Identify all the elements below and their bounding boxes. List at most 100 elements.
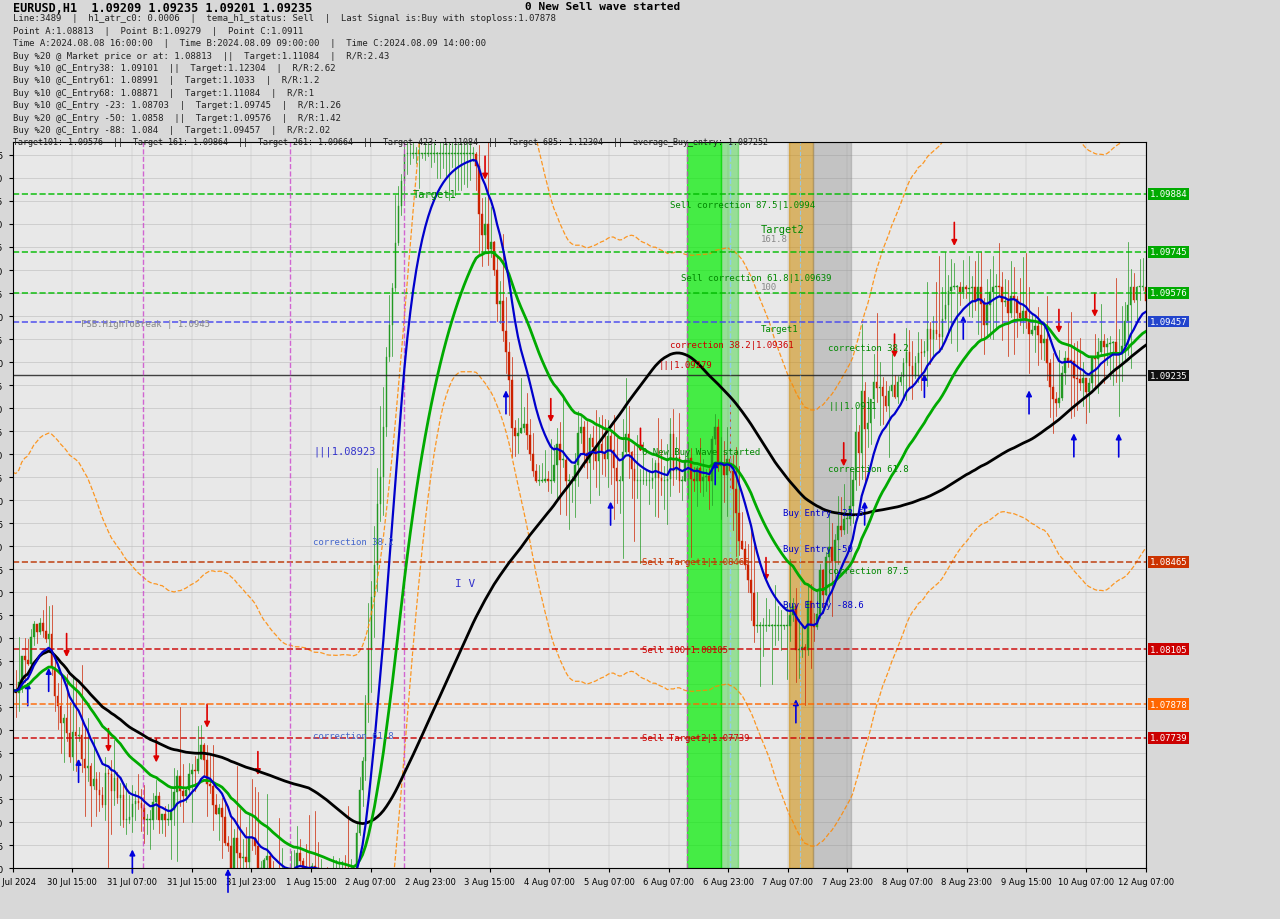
Bar (920, 353, 923, 354)
Bar (152, 802, 154, 820)
Bar (788, 615, 791, 627)
Bar (879, 388, 881, 389)
Bar (461, 153, 462, 154)
Bar (72, 732, 73, 757)
Bar (1133, 288, 1134, 301)
Bar (1097, 353, 1098, 359)
Bar (598, 445, 599, 461)
Text: Buy %10 @C_Entry38: 1.09101  ||  Target:1.12304  |  R/R:2.62: Buy %10 @C_Entry38: 1.09101 || Target:1.… (13, 64, 335, 73)
Bar (669, 435, 671, 480)
Bar (571, 481, 572, 482)
Bar (1100, 341, 1102, 353)
Bar (110, 774, 113, 791)
Bar (356, 834, 357, 880)
Bar (434, 153, 435, 154)
Text: 1.09745: 1.09745 (1149, 248, 1188, 257)
Text: 1.07878: 1.07878 (1149, 700, 1188, 709)
Text: Sell correction 61.8|1.09639: Sell correction 61.8|1.09639 (681, 274, 832, 283)
Bar (1025, 312, 1027, 322)
Bar (90, 766, 91, 786)
Bar (965, 288, 968, 289)
Bar (161, 814, 163, 820)
Bar (323, 873, 324, 879)
Bar (573, 466, 576, 482)
Bar (508, 352, 509, 380)
Bar (197, 759, 198, 771)
Bar (155, 797, 157, 802)
Bar (269, 856, 270, 873)
Bar (699, 468, 701, 482)
Bar (1068, 358, 1069, 361)
Bar (774, 626, 776, 627)
Text: 1.08465: 1.08465 (1149, 558, 1188, 567)
Bar (1130, 288, 1132, 306)
Bar (278, 877, 279, 880)
Bar (362, 761, 364, 790)
Bar (128, 817, 131, 820)
Bar (421, 153, 424, 154)
Bar (777, 626, 778, 627)
Bar (1126, 306, 1129, 322)
Text: Buy %20 @C_Entry -50: 1.0858  ||  Target:1.09576  |  R/R:1.42: Buy %20 @C_Entry -50: 1.0858 || Target:1… (13, 113, 340, 122)
Bar (347, 876, 348, 880)
Bar (338, 879, 339, 880)
Text: Target101: 1.09576  ||  Target 161: 1.09864  ||  Target 261: 1.09664  ||  Target: Target101: 1.09576 || Target 161: 1.0986… (13, 138, 768, 147)
Bar (159, 797, 160, 820)
Bar (255, 838, 256, 846)
Bar (20, 656, 23, 682)
Bar (385, 357, 388, 427)
Bar (170, 810, 172, 820)
Bar (425, 153, 426, 154)
Bar (481, 215, 483, 236)
Bar (407, 153, 408, 154)
Bar (273, 873, 274, 880)
Bar (284, 879, 285, 880)
Bar (911, 367, 914, 376)
Text: 0 New Buy Wave started: 0 New Buy Wave started (641, 448, 760, 457)
Text: 1.09884: 1.09884 (1149, 190, 1188, 199)
Bar (989, 292, 991, 306)
Bar (376, 505, 379, 565)
Bar (831, 548, 832, 562)
Bar (547, 480, 549, 482)
Bar (652, 479, 653, 482)
Bar (179, 777, 180, 790)
Bar (815, 615, 818, 628)
Bar (430, 153, 433, 154)
Bar (358, 790, 361, 834)
Bar (861, 391, 863, 453)
Bar (645, 481, 648, 482)
Bar (703, 477, 704, 482)
Bar (992, 288, 995, 292)
Bar (870, 400, 872, 424)
Bar (658, 464, 659, 479)
Bar (864, 391, 865, 429)
Bar (308, 871, 310, 872)
Bar (38, 623, 41, 632)
Bar (618, 481, 621, 482)
Bar (493, 244, 495, 270)
Bar (627, 435, 630, 452)
Bar (891, 386, 892, 391)
Bar (466, 153, 468, 154)
Bar (457, 153, 460, 154)
Bar (137, 801, 140, 803)
Bar (443, 153, 444, 154)
Bar (936, 331, 937, 335)
Bar (1023, 312, 1024, 319)
Bar (792, 607, 794, 615)
Bar (685, 460, 686, 482)
Bar (1117, 355, 1120, 356)
Bar (74, 732, 77, 736)
Bar (56, 697, 59, 706)
Bar (300, 853, 301, 861)
Text: correction 61.8: correction 61.8 (314, 731, 394, 740)
Bar (132, 804, 133, 817)
Bar (942, 319, 943, 338)
Bar (302, 861, 303, 868)
Bar (125, 819, 127, 820)
Bar (311, 866, 312, 872)
Bar (134, 801, 136, 804)
Bar (164, 814, 166, 820)
Text: |||1.0911: |||1.0911 (828, 402, 877, 411)
